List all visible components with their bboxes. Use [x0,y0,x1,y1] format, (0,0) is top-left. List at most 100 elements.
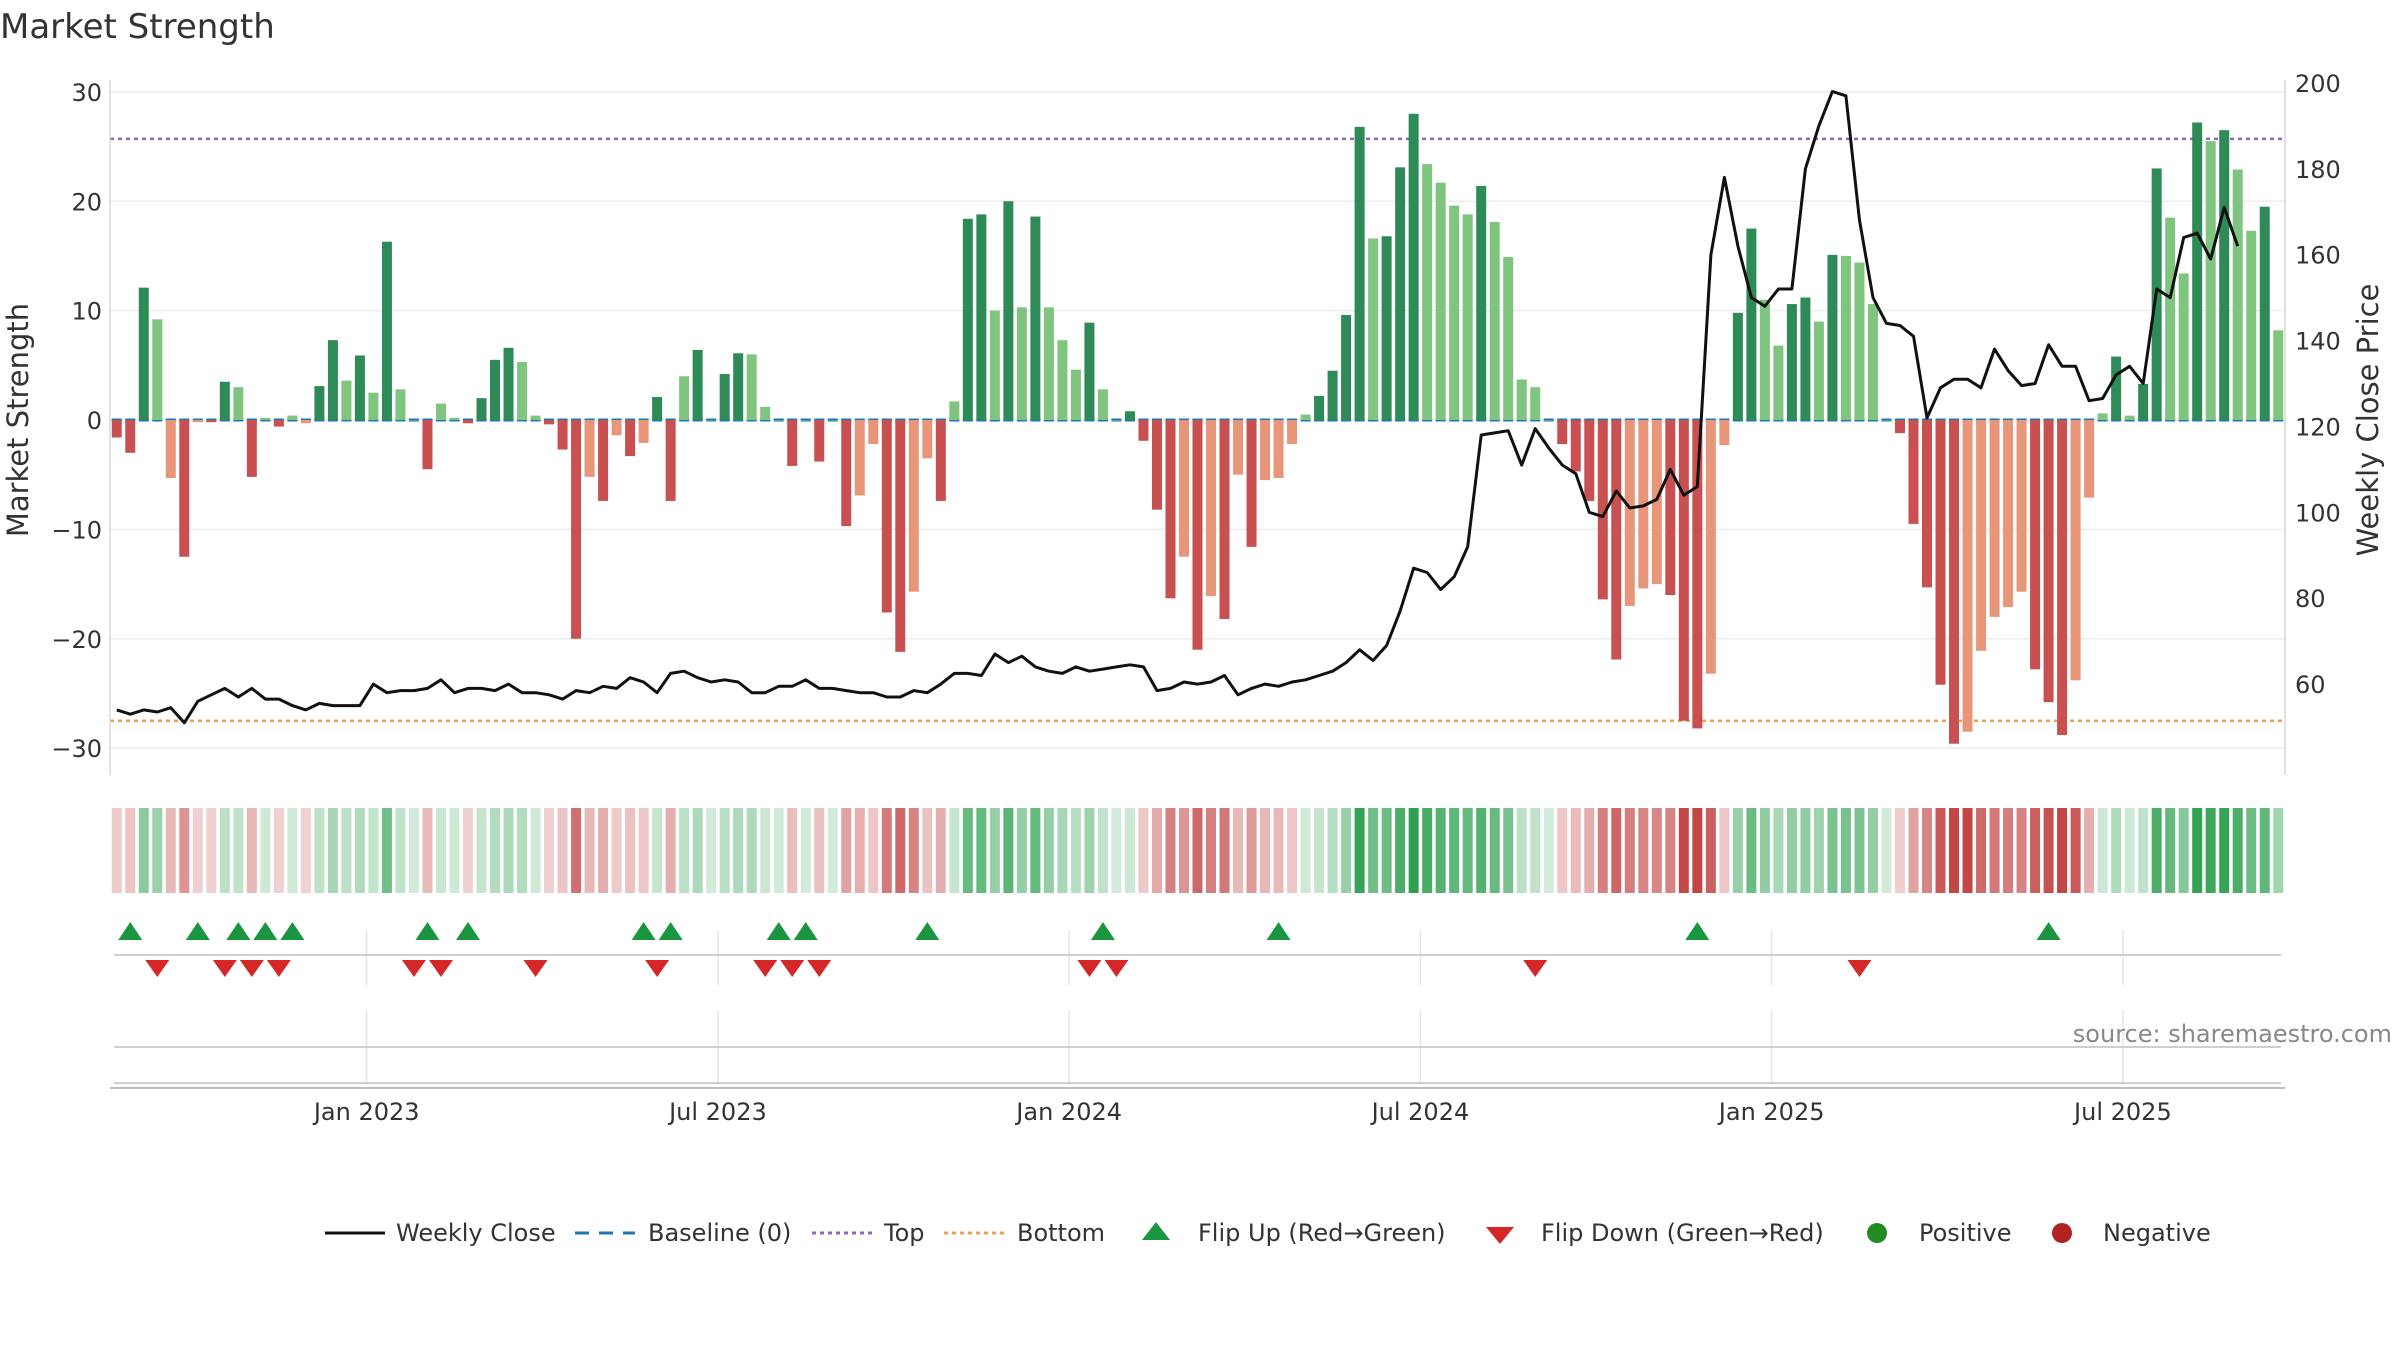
strength-bar [1070,369,1081,420]
heat-cell [976,808,987,893]
heat-cell [922,808,933,893]
strength-bar [1300,414,1311,420]
strength-bar [1084,322,1095,420]
strength-bar [422,420,433,470]
flip-down-marker [780,960,805,977]
heat-cell [1435,808,1446,893]
heat-cell [746,808,757,893]
heat-cell [935,808,946,893]
heat-cell [1476,808,1487,893]
strength-bar [2124,415,2135,420]
heat-cell [1070,808,1081,893]
heat-cell [1314,808,1325,893]
heat-cell [1165,808,1176,893]
strength-bar [868,420,879,445]
strength-bar [1840,255,1851,420]
strength-bar [1462,214,1473,420]
heat-cell [1206,808,1217,893]
strength-bars [111,113,2284,744]
strength-bar [2219,130,2230,420]
strength-bar [2070,420,2081,681]
strength-bar [652,397,663,420]
strength-bar [1178,420,1189,557]
strength-bar [746,354,757,420]
chart-title: Market Strength [0,7,275,47]
flip-up-marker [280,922,305,940]
strength-bar [1246,420,1257,547]
strength-bar [1233,420,1244,475]
date-tick-label: Jul 2025 [2072,1098,2172,1126]
heat-cell [665,808,676,893]
heat-cell [1597,808,1608,893]
heat-cell [2097,808,2108,893]
heat-cell [625,808,636,893]
heat-cell [1827,808,1838,893]
heat-cell [2178,808,2189,893]
strength-bar [1530,387,1541,420]
heat-cell [814,808,825,893]
heat-cell [1786,808,1797,893]
strength-bar [1800,297,1811,420]
heat-cell [2273,808,2284,893]
flip-down-marker [212,960,237,977]
strength-bar [922,420,933,459]
heat-cell [1935,808,1946,893]
heat-cell [733,808,744,893]
strength-bar [976,214,987,420]
strength-bar [1354,126,1365,420]
strength-bar [895,420,906,652]
strength-bar [1138,420,1149,441]
heat-cell [179,808,190,893]
heat-cell [152,808,163,893]
y-tick-label: −20 [51,626,102,654]
y-tick-label: 20 [71,188,102,216]
strength-bar [962,218,973,420]
heat-cell [1543,808,1554,893]
strength-bar [773,420,784,421]
flip-down-marker [1104,960,1129,977]
heat-cell [1584,808,1595,893]
heat-cell [1813,808,1824,893]
weekly-close-line-layer [116,90,2240,725]
heat-cell [719,808,730,893]
heat-cell [1976,808,1987,893]
legend-positive-dot [1867,1223,1887,1243]
strength-heat-strip [111,808,2284,893]
strength-bar [1922,420,1933,588]
strength-bar [1476,185,1487,420]
heat-cell [679,808,690,893]
strength-bar [1976,420,1987,651]
heat-cell [1260,808,1271,893]
heat-cell [2124,808,2135,893]
heat-cell [1219,808,1230,893]
heat-cell [138,808,149,893]
strength-bar [908,420,919,592]
strength-bar [1692,420,1703,729]
strength-bar [179,420,190,557]
strength-bar [2165,217,2176,420]
heat-cell [881,808,892,893]
strength-bar [192,420,203,423]
heat-cell [1124,808,1135,893]
heat-cell [638,808,649,893]
heat-cell [2259,808,2270,893]
strength-bar [2043,420,2054,703]
strength-bar [1881,420,1892,421]
strength-bar [138,287,149,420]
strength-bar [354,355,365,420]
strength-bar [1057,340,1068,420]
heat-cell [1638,808,1649,893]
heat-cell [1246,808,1257,893]
y-tick-label: 30 [71,79,102,107]
heat-cell [381,808,392,893]
heat-cell [2030,808,2041,893]
strength-bar [1570,420,1581,472]
y-axis-label: Market Strength [1,303,35,537]
flip-down-marker [266,960,291,977]
strength-bar [1665,420,1676,595]
source-note: source: sharemaestro.com [2073,1020,2392,1048]
heat-cell [300,808,311,893]
heat-cell [1624,808,1635,893]
heat-cell [1908,808,1919,893]
heat-cell [1030,808,1041,893]
